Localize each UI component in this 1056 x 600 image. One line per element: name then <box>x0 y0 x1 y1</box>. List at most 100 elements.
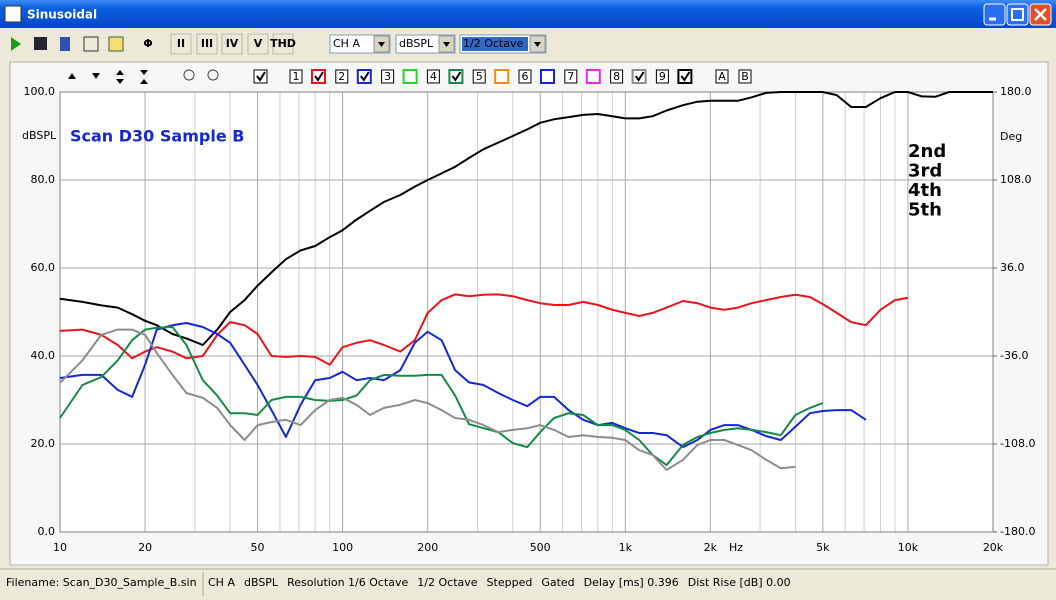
toolbar-button[interactable] <box>221 33 243 55</box>
y2-tick-label: -180.0 <box>1000 525 1035 538</box>
channel-checkbox[interactable] <box>540 69 555 84</box>
status-field: 1/2 Octave <box>417 576 477 589</box>
channel-number: 2 <box>338 70 345 83</box>
checkmark <box>634 71 645 82</box>
zoom-in[interactable] <box>183 69 195 81</box>
nav-down[interactable] <box>92 73 100 79</box>
status-filename: Filename: Scan_D30_Sample_B.sin <box>6 576 197 589</box>
y-tick-label: 0.0 <box>38 525 56 538</box>
dropdown-label: CH A <box>333 37 360 50</box>
status-field: Resolution 1/6 Octave <box>287 576 408 589</box>
x-axis-label: Hz <box>729 541 743 554</box>
y-axis-label: dBSPL <box>22 129 57 142</box>
phase-button[interactable]: Φ <box>143 37 152 50</box>
x-tick-label: 10 <box>53 541 67 554</box>
overlay-box[interactable] <box>715 69 729 84</box>
channel-number-box <box>518 69 532 84</box>
minimize-button[interactable] <box>983 3 1006 26</box>
channel-number: 5 <box>476 70 483 83</box>
legend-entry: 2nd <box>908 141 946 162</box>
y2-axis-label: Deg <box>1000 130 1022 143</box>
overlay-label: B <box>741 70 749 83</box>
zoom-out[interactable] <box>207 69 219 81</box>
dropdown-selection <box>462 37 528 51</box>
checkmark <box>451 71 462 82</box>
dropdown-arrow-icon <box>534 42 541 47</box>
y2-tick-label: 36.0 <box>1000 261 1025 274</box>
toolbar-button-label: THD <box>270 37 296 50</box>
status-field: CH A <box>208 576 235 589</box>
x-tick-label: 500 <box>530 541 551 554</box>
tool-button[interactable] <box>60 37 70 51</box>
channel-number-box <box>289 69 303 84</box>
status-field: Stepped <box>487 576 533 589</box>
y-tick-label: 80.0 <box>31 173 56 186</box>
y2-tick-label: 108.0 <box>1000 173 1032 186</box>
channel-number-box <box>335 69 349 84</box>
y-tick-label: 100.0 <box>24 85 56 98</box>
toolbar: Φ <box>11 36 153 52</box>
toolbar-button[interactable] <box>272 33 294 55</box>
channel-checkbox[interactable] <box>494 69 510 84</box>
channel-checkbox[interactable] <box>402 69 418 84</box>
overlay-box[interactable] <box>738 69 752 84</box>
app-icon <box>4 5 22 23</box>
tool-button[interactable] <box>108 36 124 52</box>
maximize-button[interactable] <box>1006 3 1029 26</box>
x-tick-label: 20k <box>983 541 1004 554</box>
tool-button[interactable] <box>83 36 99 52</box>
y-tick-label: 20.0 <box>31 437 56 450</box>
series-line <box>59 322 867 449</box>
channel-checkbox[interactable] <box>585 69 601 84</box>
status-bar <box>0 568 1056 600</box>
dropdown-arrow-icon <box>378 42 385 47</box>
toolbar-button[interactable] <box>196 33 218 55</box>
series-line <box>59 91 993 346</box>
channel-number: 7 <box>567 70 574 83</box>
channel-number: 3 <box>384 70 391 83</box>
channel-number: 9 <box>659 70 666 83</box>
toolbar-button-label: III <box>201 37 213 50</box>
dropdown-label: dBSPL <box>399 37 434 50</box>
x-tick-label: 50 <box>251 541 265 554</box>
x-tick-label: 5k <box>816 541 830 554</box>
legend-entry: 4th <box>908 180 942 201</box>
x-tick-label: 10k <box>898 541 919 554</box>
channel-number-box <box>381 69 395 84</box>
nav-compress[interactable] <box>140 70 148 84</box>
save-button[interactable] <box>34 37 47 50</box>
status-field: Dist Rise [dB] 0.00 <box>688 576 791 589</box>
dropdown-label: 1/2 Octave <box>463 37 523 50</box>
channel-number-box <box>472 69 486 84</box>
y-tick-label: 60.0 <box>31 261 56 274</box>
toolbar-button[interactable] <box>247 33 269 55</box>
channel-number: 1 <box>293 70 300 83</box>
channel-number-box <box>655 69 669 84</box>
nav-up[interactable] <box>68 73 76 79</box>
y2-tick-label: -108.0 <box>1000 437 1035 450</box>
status-field: dBSPL <box>244 576 279 589</box>
toolbar-button-label: II <box>177 37 185 50</box>
series-line <box>59 328 796 471</box>
nav-buttons <box>68 70 148 84</box>
y-tick-label: 40.0 <box>31 349 56 362</box>
legend-entry: 3rd <box>908 161 942 182</box>
status-field: Gated <box>541 576 574 589</box>
x-tick-label: 1k <box>619 541 633 554</box>
y2-tick-label: 180.0 <box>1000 85 1032 98</box>
x-tick-label: 2k <box>704 541 718 554</box>
channel-number-box <box>564 69 578 84</box>
run-button[interactable] <box>11 37 21 51</box>
channel-number: 8 <box>613 70 620 83</box>
plot-border <box>59 91 994 533</box>
toolbar-button-label: IV <box>226 37 239 50</box>
channel-number: 4 <box>430 70 437 83</box>
toolbar-button[interactable] <box>170 33 192 55</box>
channel-number-box <box>610 69 624 84</box>
nav-expand[interactable] <box>116 70 124 84</box>
series-line <box>59 326 824 467</box>
chart-annotation: Scan D30 Sample B <box>70 127 244 146</box>
checkmark <box>680 71 691 82</box>
